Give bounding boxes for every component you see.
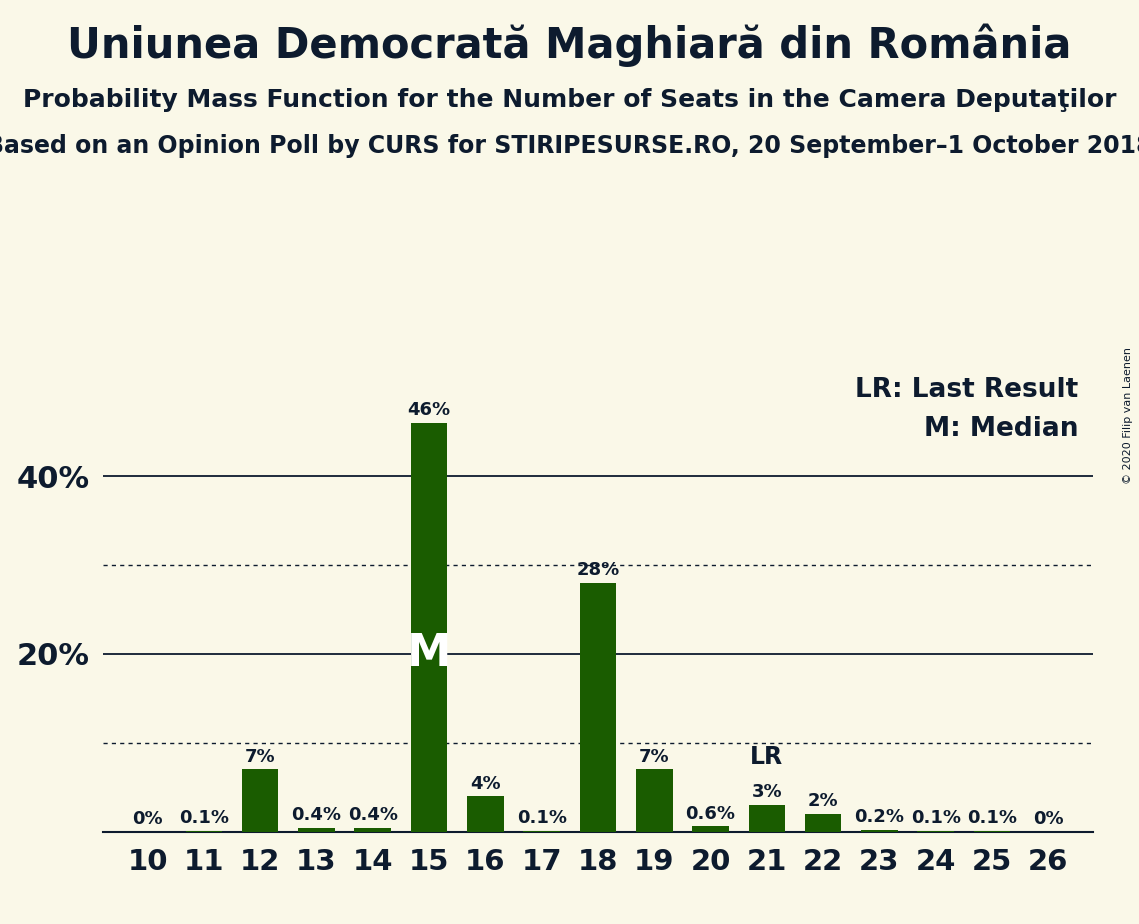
Text: Probability Mass Function for the Number of Seats in the Camera Deputaţilor: Probability Mass Function for the Number… xyxy=(23,88,1116,112)
Bar xyxy=(748,805,785,832)
Text: 0.1%: 0.1% xyxy=(179,809,229,827)
Text: M: M xyxy=(407,632,451,675)
Bar xyxy=(467,796,503,832)
Text: 0.1%: 0.1% xyxy=(967,809,1017,827)
Bar xyxy=(805,814,842,832)
Bar xyxy=(693,826,729,832)
Text: Uniunea Democrată Maghiară din România: Uniunea Democrată Maghiară din România xyxy=(67,23,1072,67)
Text: LR: Last Result: LR: Last Result xyxy=(855,377,1079,403)
Text: Based on an Opinion Poll by CURS for STIRIPESURSE.RO, 20 September–1 October 201: Based on an Opinion Poll by CURS for STI… xyxy=(0,134,1139,158)
Text: M: Median: M: Median xyxy=(924,416,1079,442)
Bar xyxy=(354,828,391,832)
Text: 28%: 28% xyxy=(576,561,620,579)
Bar xyxy=(411,423,448,832)
Bar xyxy=(636,770,672,832)
Text: 2%: 2% xyxy=(808,792,838,810)
Text: 0.1%: 0.1% xyxy=(911,809,961,827)
Text: LR: LR xyxy=(751,746,784,770)
Text: 3%: 3% xyxy=(752,784,782,801)
Bar xyxy=(298,828,335,832)
Text: 46%: 46% xyxy=(408,401,451,419)
Text: 0%: 0% xyxy=(1033,810,1064,828)
Text: 7%: 7% xyxy=(639,748,670,766)
Text: 7%: 7% xyxy=(245,748,276,766)
Bar xyxy=(580,583,616,832)
Text: 0.6%: 0.6% xyxy=(686,805,736,822)
Text: 0.4%: 0.4% xyxy=(347,807,398,824)
Text: © 2020 Filip van Laenen: © 2020 Filip van Laenen xyxy=(1123,347,1133,484)
Text: 0%: 0% xyxy=(132,810,163,828)
Text: 0.1%: 0.1% xyxy=(517,809,567,827)
Bar xyxy=(241,770,278,832)
Text: 4%: 4% xyxy=(470,774,501,793)
Text: 0.2%: 0.2% xyxy=(854,808,904,826)
Bar xyxy=(861,830,898,832)
Text: 0.4%: 0.4% xyxy=(292,807,342,824)
